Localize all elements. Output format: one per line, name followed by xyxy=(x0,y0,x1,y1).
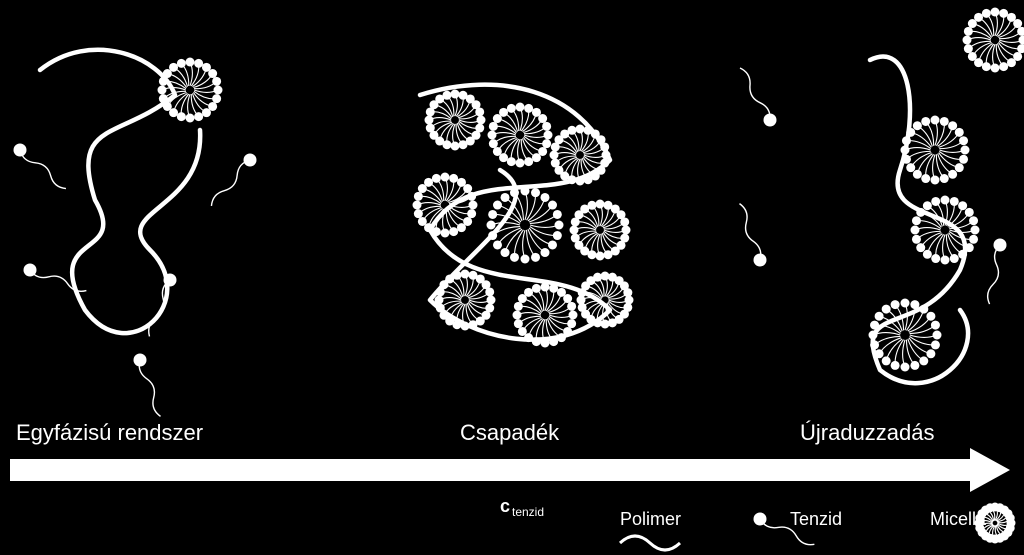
micelle xyxy=(570,200,631,261)
micelle xyxy=(577,272,634,329)
phase-label: Újraduzzadás xyxy=(800,420,935,445)
surfactant xyxy=(740,68,777,126)
legend-surfactant-label: Tenzid xyxy=(790,509,842,529)
surfactant xyxy=(211,154,256,206)
svg-text:tenzid: tenzid xyxy=(512,505,544,519)
micelle xyxy=(911,196,980,265)
svg-text:c: c xyxy=(500,496,510,516)
surfactant xyxy=(14,144,66,189)
phase-label: Egyfázisú rendszer xyxy=(16,420,203,445)
micelle xyxy=(488,103,553,168)
concentration-arrow-shaft xyxy=(10,459,970,481)
surfactant xyxy=(134,354,161,417)
micelle xyxy=(963,8,1024,73)
legend-micelle-label: Micella xyxy=(930,509,987,529)
surfactant xyxy=(739,204,766,267)
surfactant xyxy=(988,239,1007,305)
diagram-canvas: Egyfázisú rendszer Csapadék Újraduzzadás ct… xyxy=(0,0,1024,555)
phase-label: Csapadék xyxy=(460,420,560,445)
micelle xyxy=(425,90,486,151)
axis-label: ctenzid xyxy=(500,496,544,519)
micelle xyxy=(435,270,496,331)
micelle xyxy=(413,173,478,238)
concentration-arrow-head xyxy=(970,448,1010,492)
micelle xyxy=(158,58,223,123)
micelle xyxy=(869,299,942,372)
legend-polymer-label: Polimer xyxy=(620,509,681,529)
legend-polymer-icon xyxy=(620,536,680,550)
